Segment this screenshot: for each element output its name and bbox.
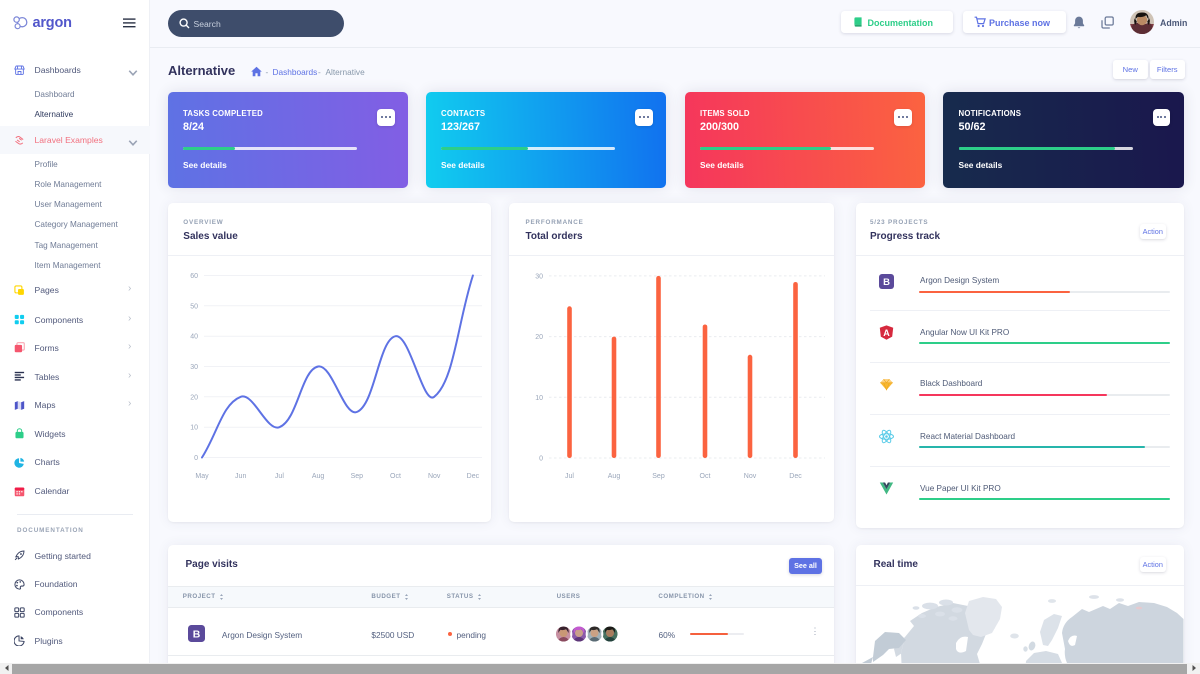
- svg-text:0: 0: [539, 456, 543, 463]
- svg-text:Jul: Jul: [274, 473, 283, 480]
- svg-text:Oct: Oct: [699, 473, 710, 480]
- svg-text:Aug: Aug: [311, 473, 324, 480]
- svg-text:30: 30: [535, 273, 543, 280]
- svg-text:10: 10: [190, 425, 198, 432]
- svg-text:Oct: Oct: [390, 473, 401, 480]
- svg-text:60: 60: [190, 273, 198, 280]
- svg-text:Dec: Dec: [789, 473, 802, 480]
- svg-text:Nov: Nov: [743, 473, 756, 480]
- svg-text:30: 30: [190, 364, 198, 371]
- svg-text:Nov: Nov: [427, 473, 440, 480]
- svg-text:20: 20: [535, 334, 543, 341]
- svg-text:A: A: [883, 328, 890, 338]
- svg-text:B: B: [883, 277, 890, 288]
- svg-text:20: 20: [190, 394, 198, 401]
- svg-text:50: 50: [190, 303, 198, 310]
- svg-text:10: 10: [535, 395, 543, 402]
- svg-text:40: 40: [190, 334, 198, 341]
- svg-text:B: B: [192, 629, 200, 641]
- svg-text:Jun: Jun: [235, 473, 246, 480]
- svg-text:Sep: Sep: [350, 473, 363, 480]
- svg-text:0: 0: [194, 455, 198, 462]
- svg-text:Aug: Aug: [607, 473, 620, 480]
- svg-text:May: May: [195, 473, 209, 480]
- svg-text:Dec: Dec: [466, 473, 479, 480]
- svg-text:Sep: Sep: [652, 473, 665, 480]
- svg-text:Jul: Jul: [565, 473, 574, 480]
